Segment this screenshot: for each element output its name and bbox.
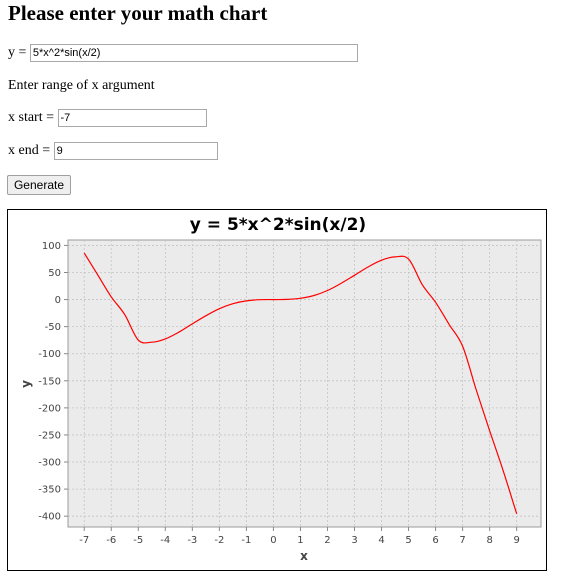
x-tick-label: -1 bbox=[241, 535, 251, 546]
chart-title: y = 5*x^2*sin(x/2) bbox=[190, 215, 366, 235]
x-end-input[interactable] bbox=[53, 142, 218, 160]
x-tick-label: 2 bbox=[324, 535, 330, 546]
formula-input[interactable] bbox=[29, 44, 358, 62]
series-line bbox=[83, 252, 518, 514]
y-tick-label: -400 bbox=[38, 512, 61, 523]
plot-area bbox=[67, 239, 542, 528]
x-axis-label: x bbox=[300, 549, 308, 563]
x-end-label: x end = bbox=[8, 143, 54, 158]
x-start-label: x start = bbox=[8, 110, 58, 125]
chart-container: y = 5*x^2*sin(x/2) -7 -6 -5 -4 -3 -2 -1 0 1 2 3 4 5 6… bbox=[7, 209, 547, 571]
chart-svg: y = 5*x^2*sin(x/2) -7 -6 -5 -4 -3 -2 -1 0 1 2 3 4 5 6… bbox=[19, 215, 542, 563]
formula-label: y = bbox=[8, 45, 30, 60]
x-tick-label: -4 bbox=[160, 535, 170, 546]
y-tick-label: 50 bbox=[48, 268, 61, 279]
y-tick-label: -250 bbox=[38, 430, 61, 441]
x-tick-label: -6 bbox=[106, 535, 116, 546]
y-tick-label: -200 bbox=[38, 403, 61, 414]
page-title: Please enter your math chart bbox=[8, 1, 268, 25]
x-tick-label: 5 bbox=[405, 535, 411, 546]
x-end-row: x end = bbox=[8, 142, 218, 160]
y-tick-label: -50 bbox=[45, 322, 61, 333]
x-tick-label: 3 bbox=[351, 535, 357, 546]
x-start-input[interactable] bbox=[57, 109, 207, 127]
x-tick-label: 9 bbox=[513, 535, 519, 546]
x-tick-label: 0 bbox=[270, 535, 276, 546]
y-tick-label: -150 bbox=[38, 376, 61, 387]
x-tick-label: -2 bbox=[214, 535, 224, 546]
y-tick-label: 100 bbox=[42, 241, 61, 252]
x-tick-label: 4 bbox=[378, 535, 384, 546]
y-tick-label: -300 bbox=[38, 458, 61, 469]
y-tick-label: -100 bbox=[38, 349, 61, 360]
x-start-row: x start = bbox=[8, 109, 207, 127]
x-tick-label: 8 bbox=[486, 535, 492, 546]
x-tick-label: 7 bbox=[459, 535, 465, 546]
x-tick-label: 6 bbox=[432, 535, 438, 546]
x-tick-label: -7 bbox=[79, 535, 89, 546]
formula-row: y = bbox=[8, 44, 358, 62]
grid-lines bbox=[68, 240, 541, 527]
y-tick-label: 0 bbox=[55, 295, 61, 306]
x-axis-ticks: -7 -6 -5 -4 -3 -2 -1 0 1 2 3 4 5 6 7 8 9 bbox=[79, 527, 520, 546]
x-tick-label: 1 bbox=[297, 535, 303, 546]
range-instruction: Enter range of x argument bbox=[8, 78, 155, 93]
y-axis-label: y bbox=[19, 380, 33, 388]
y-axis-ticks: 100 50 0 -50 -100 -150 -200 -250 -300 -350 -400 bbox=[38, 241, 68, 523]
generate-button[interactable]: Generate bbox=[7, 175, 71, 195]
x-tick-label: -5 bbox=[133, 535, 143, 546]
x-tick-label: -3 bbox=[187, 535, 197, 546]
y-tick-label: -350 bbox=[38, 485, 61, 496]
